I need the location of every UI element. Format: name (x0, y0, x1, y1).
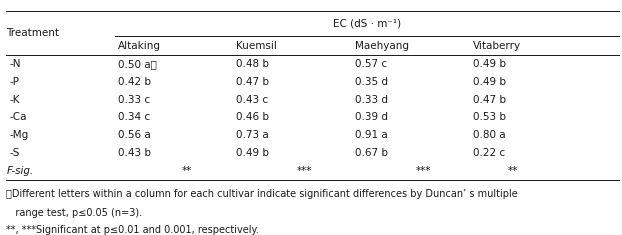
Text: -K: -K (9, 95, 20, 105)
Text: **, ***Significant at p≤0.01 and 0.001, respectively.: **, ***Significant at p≤0.01 and 0.001, … (6, 225, 259, 235)
Text: ***: *** (415, 166, 430, 176)
Text: 0.48 b: 0.48 b (236, 59, 269, 69)
Text: Kuemsil: Kuemsil (236, 41, 277, 51)
Text: Altaking: Altaking (118, 41, 161, 51)
Text: 0.49 b: 0.49 b (236, 148, 269, 158)
Text: -Ca: -Ca (9, 113, 27, 122)
Text: 0.43 c: 0.43 c (236, 95, 269, 105)
Text: 0.49 b: 0.49 b (473, 59, 506, 69)
Text: EC (dS · m⁻¹): EC (dS · m⁻¹) (333, 19, 401, 28)
Text: Vitaberry: Vitaberry (473, 41, 521, 51)
Text: 0.22 c: 0.22 c (473, 148, 505, 158)
Text: 0.42 b: 0.42 b (118, 77, 151, 87)
Text: 0.39 d: 0.39 d (355, 113, 388, 122)
Text: -Mg: -Mg (9, 130, 29, 140)
Text: 0.57 c: 0.57 c (355, 59, 387, 69)
Text: Treatment: Treatment (6, 28, 59, 38)
Text: 0.47 b: 0.47 b (236, 77, 269, 87)
Text: 0.46 b: 0.46 b (236, 113, 269, 122)
Text: 0.73 a: 0.73 a (236, 130, 269, 140)
Text: 0.56 a: 0.56 a (118, 130, 151, 140)
Text: 0.53 b: 0.53 b (473, 113, 506, 122)
Text: range test, p≤0.05 (n=3).: range test, p≤0.05 (n=3). (6, 208, 142, 218)
Text: 0.80 a: 0.80 a (473, 130, 505, 140)
Text: -S: -S (9, 148, 20, 158)
Text: 0.91 a: 0.91 a (355, 130, 388, 140)
Text: 0.35 d: 0.35 d (355, 77, 388, 87)
Text: 0.50 aᶉ: 0.50 aᶉ (118, 59, 157, 69)
Text: -N: -N (9, 59, 21, 69)
Text: **: ** (182, 166, 192, 176)
Text: Maehyang: Maehyang (355, 41, 409, 51)
Text: -P: -P (9, 77, 19, 87)
Text: F-sig.: F-sig. (6, 166, 34, 176)
Text: 0.34 c: 0.34 c (118, 113, 151, 122)
Text: **: ** (508, 166, 518, 176)
Text: ᶉDifferent letters within a column for each cultivar indicate significant differ: ᶉDifferent letters within a column for e… (6, 189, 518, 199)
Text: 0.43 b: 0.43 b (118, 148, 151, 158)
Text: 0.33 d: 0.33 d (355, 95, 388, 105)
Text: ***: *** (297, 166, 312, 176)
Text: 0.49 b: 0.49 b (473, 77, 506, 87)
Text: 0.47 b: 0.47 b (473, 95, 506, 105)
Text: 0.33 c: 0.33 c (118, 95, 151, 105)
Text: 0.67 b: 0.67 b (355, 148, 388, 158)
